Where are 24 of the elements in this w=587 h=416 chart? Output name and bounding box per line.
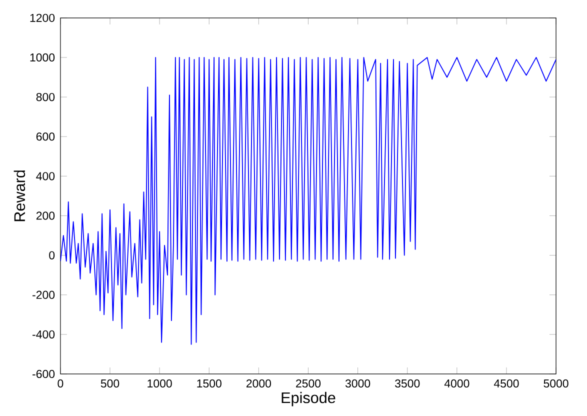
x-tick-label: 2000: [246, 380, 271, 388]
x-tick-label: 500: [100, 380, 120, 388]
y-tick-label: 600: [36, 132, 55, 141]
y-tick-label: 200: [36, 212, 55, 220]
x-tick-label: 4000: [444, 380, 470, 388]
x-tick-label: 1000: [148, 380, 172, 388]
y-tick-label: 1000: [30, 54, 55, 62]
y-axis-title: Reward: [14, 170, 26, 222]
x-axis-title: Episode: [282, 392, 336, 406]
x-tick-label: 5000: [544, 380, 568, 388]
y-tick-label: 800: [36, 93, 55, 102]
x-tick-label: 0: [58, 380, 64, 388]
y-tick-label: -200: [32, 290, 55, 300]
x-tick-label: 3000: [345, 380, 370, 388]
y-tick-label: 1200: [30, 14, 55, 22]
y-tick-label: -400: [32, 330, 55, 339]
x-tick-label: 1500: [197, 380, 222, 388]
x-tick-label: 4500: [494, 380, 519, 388]
y-tick-label: 400: [36, 172, 55, 180]
y-tick-label: 0: [49, 251, 55, 260]
x-tick-label: 3500: [395, 380, 420, 388]
line-series: [60, 57, 556, 345]
x-tick-label: 2500: [296, 380, 321, 388]
y-tick-label: -600: [32, 370, 55, 378]
